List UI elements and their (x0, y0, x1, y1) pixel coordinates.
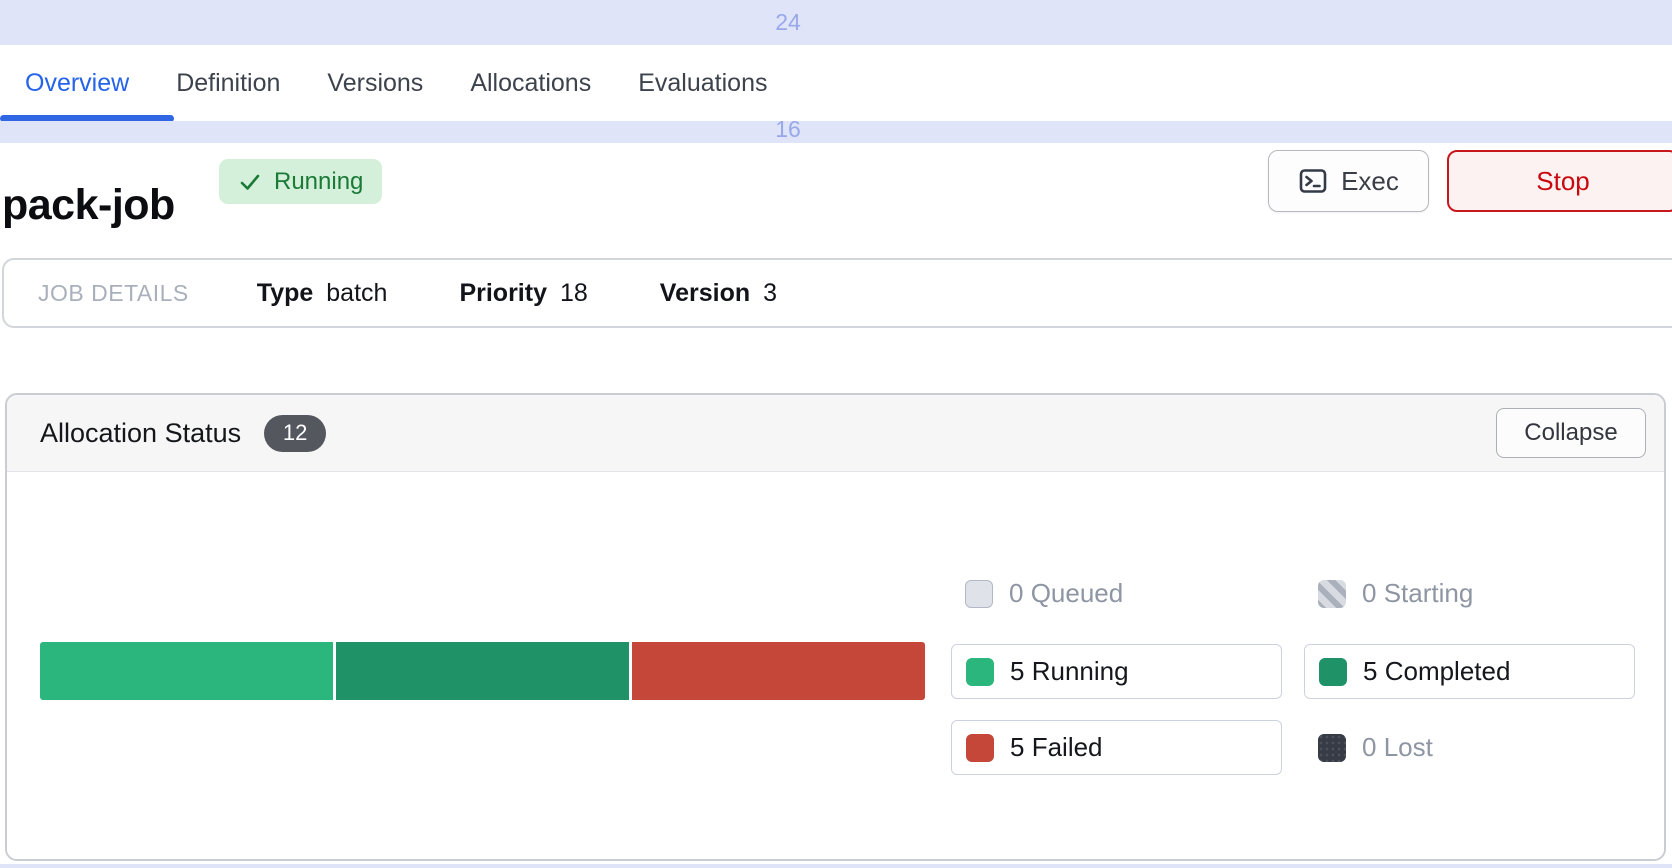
tab-versions[interactable]: Versions (327, 68, 424, 97)
job-detail-version: Version 3 (660, 279, 777, 308)
job-detail-type-value: batch (326, 278, 388, 307)
spacing-band-middle (0, 121, 1672, 143)
queued-swatch-icon (965, 579, 993, 608)
tab-bar: Overview Definition Versions Allocations… (0, 45, 1672, 122)
status-badge: Running (219, 159, 383, 204)
allocation-status-header: Allocation Status 12 Collapse (7, 395, 1664, 472)
job-detail-version-value: 3 (763, 278, 778, 307)
allocation-status-title: Allocation Status (40, 417, 242, 448)
allocation-count-badge: 12 (264, 414, 327, 452)
stop-button[interactable]: Stop (1447, 150, 1672, 212)
bar-segment-failed[interactable] (632, 642, 925, 700)
tab-allocations[interactable]: Allocations (470, 68, 592, 97)
legend-label-lost: 0 Lost (1362, 732, 1433, 762)
allocation-status-body: 0 Queued 0 Starting 5 Running 5 Complete… (7, 472, 1664, 859)
stop-button-label: Stop (1536, 165, 1590, 196)
tab-evaluations[interactable]: Evaluations (638, 68, 768, 97)
collapse-button-label: Collapse (1524, 419, 1618, 446)
legend-label-failed: 5 Failed (1010, 732, 1103, 762)
job-detail-priority-label: Priority (459, 278, 547, 307)
legend-item-completed[interactable]: 5 Completed (1304, 644, 1635, 699)
spacing-band-top (0, 0, 1672, 45)
bar-segment-running[interactable] (40, 642, 333, 700)
spacing-value-bottom: 16 (775, 116, 801, 142)
legend-label-completed: 5 Completed (1363, 656, 1511, 686)
running-swatch-icon (966, 657, 994, 686)
spacing-value-top: 24 (775, 9, 801, 35)
legend-item-starting: 0 Starting (1318, 566, 1473, 621)
exec-button[interactable]: Exec (1268, 150, 1429, 212)
check-icon (240, 174, 260, 190)
allocation-bar (40, 642, 925, 700)
legend-item-running[interactable]: 5 Running (951, 644, 1282, 699)
allocation-status-panel: Allocation Status 12 Collapse 0 Queued 0… (5, 393, 1666, 861)
job-details-card: JOB DETAILS Type batch Priority 18 Versi… (2, 258, 1672, 328)
legend-label-queued: 0 Queued (1009, 578, 1124, 608)
page-title: pack-job (2, 180, 175, 229)
job-detail-priority: Priority 18 (459, 279, 587, 308)
legend-item-queued: 0 Queued (965, 566, 1123, 621)
bar-segment-completed[interactable] (336, 642, 629, 700)
legend-label-starting: 0 Starting (1362, 578, 1474, 608)
collapse-button[interactable]: Collapse (1496, 408, 1646, 458)
job-detail-priority-value: 18 (559, 278, 588, 307)
exec-button-label: Exec (1341, 165, 1399, 196)
failed-swatch-icon (966, 733, 994, 762)
job-detail-type: Type batch (257, 279, 388, 308)
tab-definition[interactable]: Definition (176, 68, 281, 97)
legend-item-lost: 0 Lost (1318, 720, 1433, 775)
starting-swatch-icon (1318, 579, 1346, 608)
spacing-band-footer (0, 864, 1672, 868)
status-badge-label: Running (274, 167, 364, 195)
completed-swatch-icon (1319, 657, 1347, 686)
legend-label-running: 5 Running (1010, 656, 1129, 686)
lost-swatch-icon (1318, 733, 1346, 762)
terminal-icon (1299, 169, 1327, 193)
job-detail-type-label: Type (256, 278, 314, 307)
legend-item-failed[interactable]: 5 Failed (951, 720, 1282, 775)
active-tab-indicator (0, 115, 174, 122)
tab-overview[interactable]: Overview (25, 68, 130, 97)
job-details-heading: JOB DETAILS (38, 279, 189, 306)
job-detail-version-label: Version (659, 278, 751, 307)
